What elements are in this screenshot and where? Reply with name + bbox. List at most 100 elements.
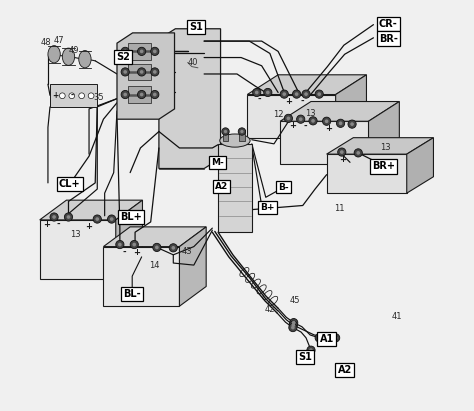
Circle shape	[284, 114, 292, 122]
Circle shape	[50, 213, 58, 221]
Circle shape	[311, 119, 315, 123]
Bar	[239, 130, 245, 141]
Circle shape	[302, 90, 310, 98]
Circle shape	[238, 128, 246, 135]
Polygon shape	[117, 33, 174, 119]
Circle shape	[123, 70, 127, 74]
Circle shape	[93, 215, 101, 223]
Text: BR-: BR-	[379, 34, 398, 44]
Circle shape	[116, 240, 124, 249]
Circle shape	[307, 346, 315, 354]
Circle shape	[266, 91, 270, 94]
Bar	[218, 144, 252, 232]
Circle shape	[334, 336, 337, 339]
Text: 35: 35	[93, 93, 104, 102]
Text: 48: 48	[41, 38, 52, 47]
Circle shape	[255, 91, 259, 94]
Circle shape	[289, 321, 297, 329]
Polygon shape	[368, 102, 399, 164]
Polygon shape	[327, 154, 407, 193]
Text: B+: B+	[260, 203, 274, 212]
Circle shape	[283, 92, 286, 96]
Circle shape	[253, 88, 261, 97]
Circle shape	[118, 242, 122, 246]
Circle shape	[64, 213, 73, 221]
Text: BL-: BL-	[123, 289, 141, 299]
Text: CR-: CR-	[379, 19, 398, 29]
Polygon shape	[40, 200, 143, 220]
Circle shape	[295, 92, 299, 96]
Circle shape	[297, 115, 305, 123]
Circle shape	[137, 90, 146, 99]
Text: 13: 13	[71, 230, 81, 239]
Ellipse shape	[79, 51, 91, 68]
Bar	[223, 130, 228, 141]
Circle shape	[350, 122, 354, 126]
Circle shape	[299, 118, 302, 121]
Circle shape	[153, 93, 156, 97]
Circle shape	[132, 242, 136, 246]
Circle shape	[315, 334, 323, 342]
Circle shape	[140, 93, 144, 97]
Circle shape	[121, 90, 129, 99]
Ellipse shape	[62, 48, 74, 65]
Polygon shape	[280, 102, 399, 121]
Text: 14: 14	[149, 261, 159, 270]
Circle shape	[140, 50, 144, 53]
Text: -: -	[303, 122, 307, 131]
Polygon shape	[116, 200, 143, 279]
Text: S1: S1	[298, 352, 312, 362]
Polygon shape	[327, 138, 433, 154]
Circle shape	[121, 68, 129, 76]
Text: 49: 49	[69, 46, 80, 55]
Circle shape	[280, 90, 288, 98]
Text: A1: A1	[319, 334, 334, 344]
Circle shape	[291, 326, 295, 330]
Circle shape	[356, 151, 360, 155]
Circle shape	[337, 148, 346, 156]
Circle shape	[153, 243, 161, 252]
Circle shape	[151, 68, 159, 76]
Circle shape	[322, 117, 331, 125]
Circle shape	[52, 215, 56, 219]
Text: +: +	[52, 91, 58, 100]
Circle shape	[318, 336, 321, 339]
Circle shape	[121, 47, 129, 55]
Text: M-: M-	[211, 158, 224, 167]
Text: +: +	[289, 121, 296, 130]
Text: 12: 12	[273, 110, 283, 119]
Text: +: +	[339, 155, 346, 164]
Circle shape	[172, 246, 175, 249]
Circle shape	[59, 93, 65, 99]
Circle shape	[286, 117, 290, 120]
Polygon shape	[103, 247, 180, 306]
Polygon shape	[407, 138, 433, 193]
Polygon shape	[247, 95, 336, 138]
Circle shape	[325, 120, 328, 123]
Text: -: -	[70, 91, 73, 100]
Circle shape	[95, 217, 99, 221]
Text: A2: A2	[337, 365, 352, 375]
Circle shape	[137, 47, 146, 55]
Text: 41: 41	[391, 312, 402, 321]
Text: -: -	[122, 248, 126, 257]
Ellipse shape	[48, 46, 60, 63]
Text: CL+: CL+	[59, 179, 81, 189]
Text: S1: S1	[189, 22, 203, 32]
Text: 43: 43	[182, 247, 192, 256]
Circle shape	[169, 244, 177, 252]
Text: 11: 11	[334, 204, 344, 213]
Circle shape	[79, 93, 84, 99]
Circle shape	[151, 47, 159, 55]
Circle shape	[222, 128, 229, 135]
Circle shape	[290, 319, 298, 327]
Text: 47: 47	[54, 36, 64, 45]
Circle shape	[123, 93, 127, 97]
Circle shape	[69, 93, 74, 99]
Text: 40: 40	[187, 58, 198, 67]
Circle shape	[292, 321, 296, 325]
Text: A2: A2	[215, 182, 228, 191]
Text: -: -	[56, 220, 60, 229]
Ellipse shape	[220, 134, 250, 147]
Circle shape	[110, 217, 113, 221]
